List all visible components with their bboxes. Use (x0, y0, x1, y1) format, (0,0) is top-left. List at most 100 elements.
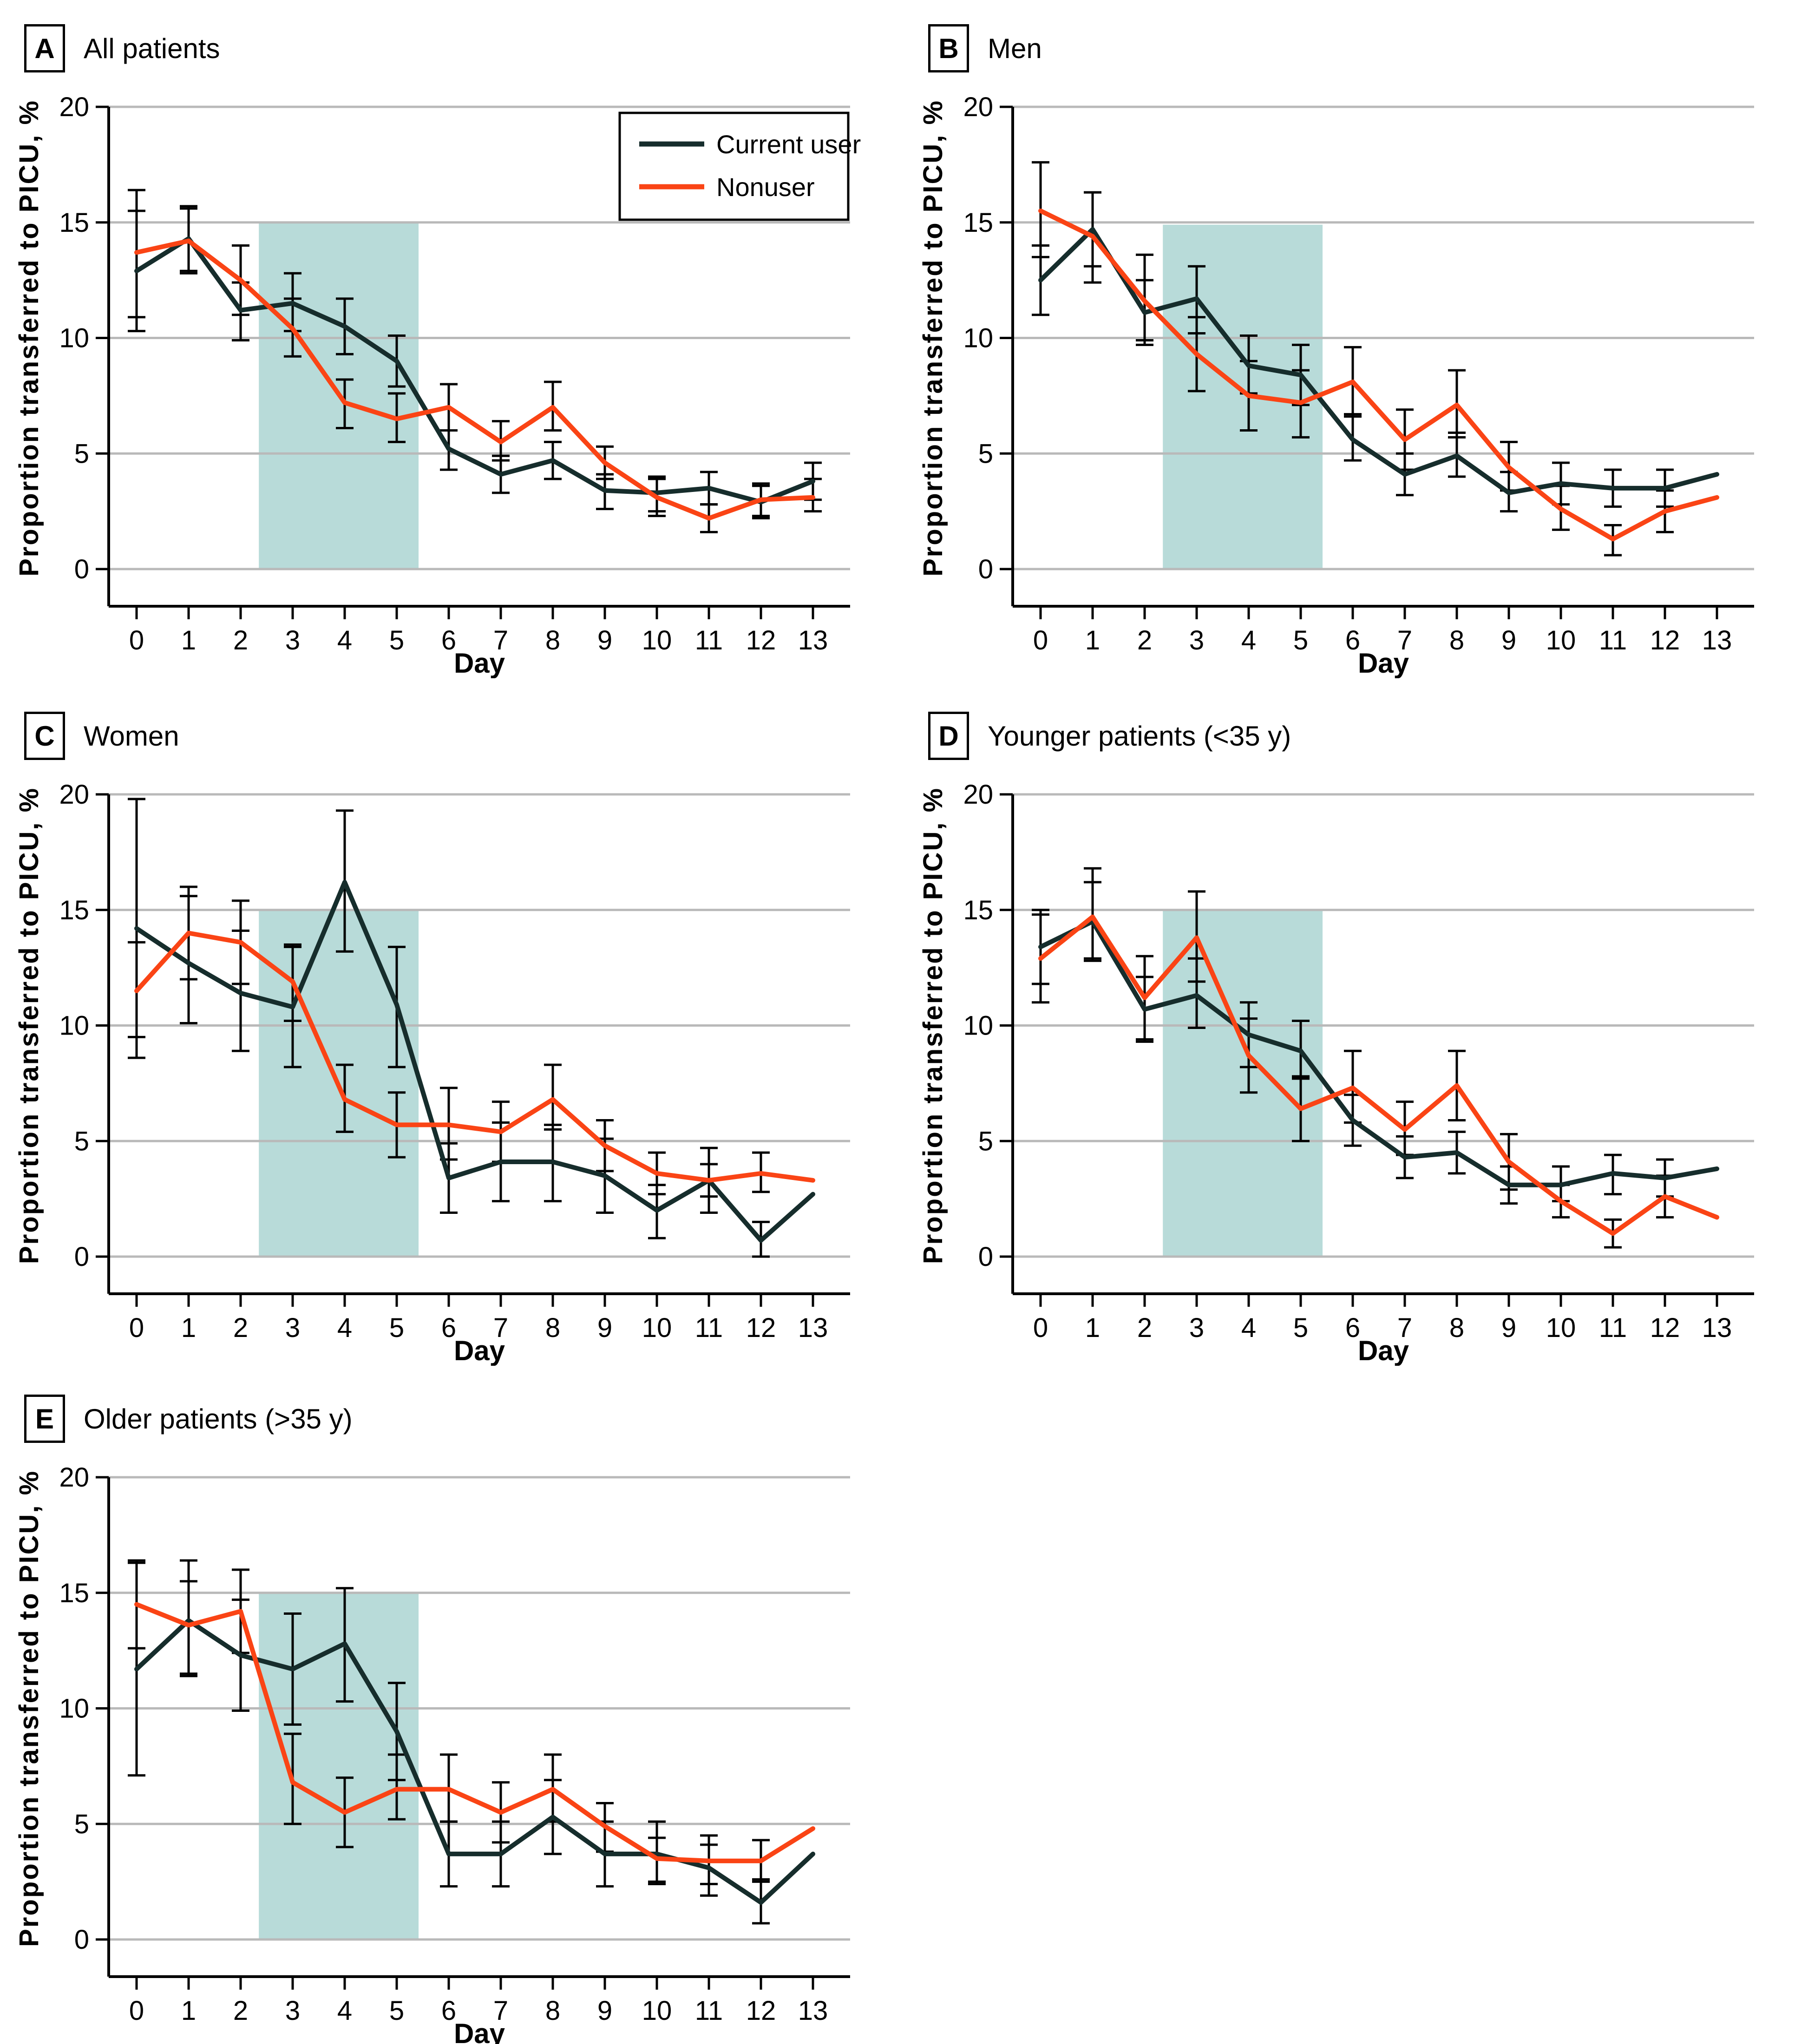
x-tick-label: 3 (285, 1313, 300, 1343)
chart-younger-patients: 0 5 10 15 20 0 1 2 3 4 5 6 7 8 9 10 11 12 13 Proportion tra… (906, 688, 1808, 1366)
x-tick-label: 11 (695, 1996, 723, 2026)
y-axis-ticks: 0 5 10 15 20 (59, 1462, 109, 1955)
x-tick-label: 6 (441, 1313, 456, 1343)
x-tick-label: 1 (181, 1996, 196, 2026)
x-tick-label: 6 (1345, 1313, 1360, 1343)
y-tick-label: 10 (59, 1694, 89, 1724)
x-tick-label: 1 (1085, 625, 1100, 655)
x-tick-label: 12 (746, 625, 776, 655)
x-tick-label: 10 (1546, 625, 1576, 655)
panel-title: Women (84, 720, 179, 752)
panel-header: B Men (928, 24, 1042, 72)
x-tick-label: 5 (389, 1313, 404, 1343)
y-axis-title: Proportion transferred to PICU, % (14, 1470, 44, 1947)
x-axis-ticks: 0 1 2 3 4 5 6 7 8 9 10 11 12 13 (1033, 606, 1732, 655)
legend-label: Nonuser (716, 172, 815, 202)
x-tick-label: 5 (1293, 1313, 1308, 1343)
y-axis-ticks: 0 5 10 15 20 (59, 780, 109, 1272)
x-tick-label: 3 (285, 625, 300, 655)
panel-letter-badge: A (24, 24, 65, 72)
x-tick-label: 7 (1397, 1313, 1412, 1343)
x-tick-label: 0 (1033, 1313, 1048, 1343)
x-tick-label: 11 (695, 1313, 723, 1343)
x-axis-ticks: 0 1 2 3 4 5 6 7 8 9 10 11 12 13 (129, 1977, 828, 2026)
x-tick-label: 4 (1241, 1313, 1256, 1343)
legend: Current user Nonuser (618, 111, 861, 221)
panel-younger-patients: D Younger patients (<35 y) 0 5 10 15 20 0 1 2 3 4… (906, 688, 1808, 1366)
series-line-current-user (1038, 919, 1719, 1187)
x-axis-ticks: 0 1 2 3 4 5 6 7 8 9 10 11 12 13 (129, 606, 828, 655)
x-tick-label: 7 (493, 1996, 508, 2026)
y-tick-label: 5 (74, 1809, 89, 1839)
y-tick-label: 15 (963, 208, 993, 238)
chart-men: 0 5 10 15 20 0 1 2 3 4 5 6 7 8 9 10 11 12 13 Proportion tra… (906, 0, 1808, 679)
x-tick-label: 0 (129, 1313, 144, 1343)
panel-all-patients: A All patients 0 5 10 15 20 0 1 2 3 4 5 6 7 8 9 10 11 12 1… (2, 0, 904, 679)
x-tick-label: 13 (798, 1996, 828, 2026)
panel-letter-badge: B (928, 24, 969, 72)
x-axis-ticks: 0 1 2 3 4 5 6 7 8 9 10 11 12 13 (129, 1294, 828, 1343)
x-tick-label: 6 (1345, 625, 1360, 655)
y-tick-label: 10 (59, 323, 89, 354)
x-tick-label: 8 (1449, 1313, 1464, 1343)
panel-header: E Older patients (>35 y) (24, 1395, 353, 1443)
y-axis-title: Proportion transferred to PICU, % (14, 99, 44, 577)
x-tick-label: 3 (285, 1996, 300, 2026)
x-tick-label: 10 (642, 625, 672, 655)
x-tick-label: 7 (1397, 625, 1412, 655)
gridlines (109, 793, 850, 1258)
y-tick-label: 0 (74, 554, 89, 584)
x-tick-label: 3 (1189, 625, 1204, 655)
x-tick-label: 8 (545, 625, 560, 655)
y-axis-ticks: 0 5 10 15 20 (963, 92, 1013, 584)
y-tick-label: 10 (59, 1011, 89, 1041)
panel-letter-badge: C (24, 712, 65, 760)
x-tick-label: 11 (1599, 625, 1627, 655)
y-axis-title: Proportion transferred to PICU, % (918, 99, 948, 577)
x-tick-label: 9 (597, 1996, 612, 2026)
chart-women: 0 5 10 15 20 0 1 2 3 4 5 6 7 8 9 10 11 12 13 Proportion tra… (2, 688, 904, 1366)
x-tick-label: 9 (1501, 625, 1516, 655)
panel-header: A All patients (24, 24, 220, 72)
x-tick-label: 9 (1501, 1313, 1516, 1343)
shaded-intervention-band (1163, 910, 1323, 1257)
y-tick-label: 20 (963, 780, 993, 810)
chart-older-patients: 0 5 10 15 20 0 1 2 3 4 5 6 7 8 9 10 11 12 13 Proportion tra… (2, 1370, 904, 2044)
y-tick-label: 15 (59, 1578, 89, 1608)
x-tick-label: 5 (389, 625, 404, 655)
y-tick-label: 0 (978, 1242, 993, 1272)
x-axis-title: Day (454, 2018, 505, 2044)
series-line-nonuser (134, 238, 815, 521)
x-tick-label: 4 (1241, 625, 1256, 655)
x-tick-label: 11 (1599, 1313, 1627, 1343)
x-tick-label: 1 (181, 1313, 196, 1343)
series-line-nonuser (1038, 914, 1719, 1236)
series-line-current-user (134, 880, 815, 1243)
x-axis-title: Day (454, 648, 505, 678)
series-line-current-user (134, 1618, 815, 1905)
x-tick-label: 12 (746, 1313, 776, 1343)
x-tick-label: 2 (233, 1996, 248, 2026)
x-tick-label: 13 (1702, 625, 1732, 655)
y-tick-label: 10 (963, 323, 993, 354)
shaded-intervention-band (1163, 224, 1323, 570)
y-tick-label: 15 (59, 895, 89, 925)
x-tick-label: 4 (337, 625, 352, 655)
x-tick-label: 10 (642, 1313, 672, 1343)
error-bars (128, 798, 770, 1258)
x-tick-label: 2 (1137, 1313, 1152, 1343)
x-tick-label: 1 (181, 625, 196, 655)
panel-title: Men (988, 33, 1042, 64)
panel-header: D Younger patients (<35 y) (928, 712, 1291, 760)
y-tick-label: 5 (978, 439, 993, 469)
panel-letter-badge: E (24, 1395, 65, 1443)
panel-letter-badge: D (928, 712, 969, 760)
y-axis-ticks: 0 5 10 15 20 (59, 92, 109, 584)
y-tick-label: 15 (59, 208, 89, 238)
x-tick-label: 0 (1033, 625, 1048, 655)
